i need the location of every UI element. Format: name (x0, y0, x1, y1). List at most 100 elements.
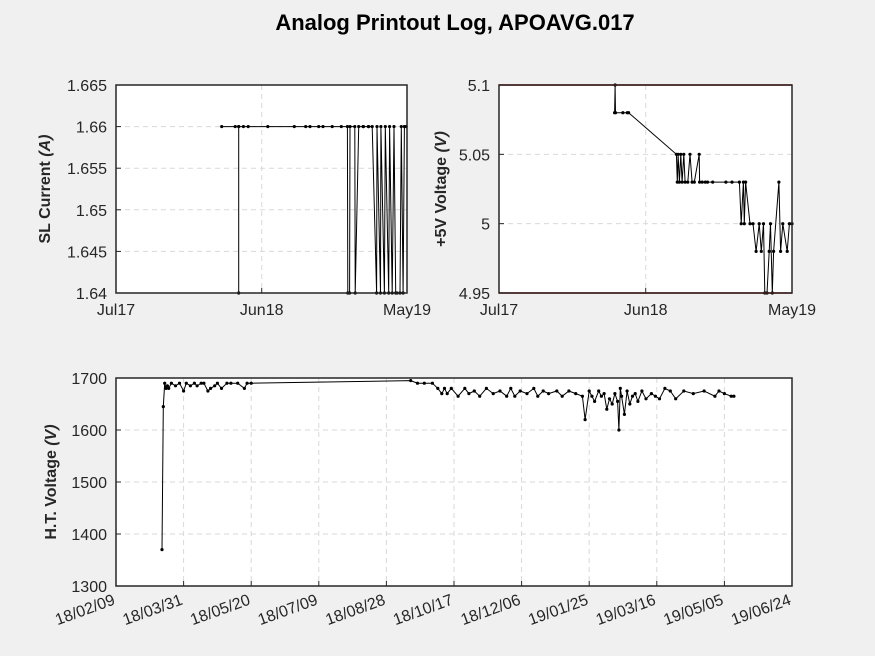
x-tick-label: 19/05/05 (661, 592, 725, 629)
data-point (767, 249, 771, 253)
y-axis-label: H.T. Voltage (V) (43, 424, 60, 539)
data-point (590, 394, 594, 398)
data-point (555, 389, 559, 393)
data-point (722, 392, 727, 396)
data-point (751, 222, 755, 226)
data-point (785, 249, 789, 253)
figure-title: Analog Printout Log, APOAVG.017 (275, 10, 634, 35)
data-point (163, 381, 167, 385)
x-tick-label: Jun18 (624, 302, 668, 319)
data-point (649, 392, 654, 396)
data-point (225, 381, 229, 385)
data-point (304, 125, 308, 129)
data-point (630, 394, 635, 398)
data-point (768, 222, 773, 226)
x-tick-label: 18/02/09 (53, 592, 117, 629)
data-point (513, 394, 517, 398)
data-point (229, 381, 233, 385)
data-point (436, 386, 440, 390)
data-point (536, 394, 540, 398)
data-point (409, 379, 413, 383)
data-point (518, 389, 522, 393)
y-tick-label: 1500 (71, 475, 107, 492)
y-axis-label-unit: (V) (433, 131, 450, 152)
y-tick-label: 5 (481, 217, 490, 234)
data-point (679, 152, 683, 156)
axes-ht-voltage: 18/02/09 18/03/31 18/05/20 18/07/09 18/08/28… (43, 371, 793, 629)
x-tick-label: 18/08/28 (323, 592, 387, 629)
y-axis-label-text: H.T. Voltage (43, 446, 60, 540)
data-point (686, 180, 690, 184)
data-point (184, 381, 188, 385)
data-point (422, 381, 426, 385)
y-tick-label: 1.665 (67, 78, 107, 95)
data-point (375, 125, 379, 129)
data-point (781, 222, 785, 226)
data-point (169, 381, 173, 385)
data-point (219, 386, 224, 390)
data-point (236, 381, 240, 385)
data-point (161, 405, 165, 409)
data-point (467, 392, 471, 396)
data-point (729, 394, 733, 398)
data-point (700, 180, 704, 184)
data-point (361, 125, 366, 129)
data-point (392, 125, 396, 129)
data-point (215, 381, 219, 385)
y-tick-label: 1700 (71, 371, 107, 388)
data-point (702, 389, 706, 393)
data-point (602, 392, 606, 396)
data-point (633, 392, 637, 396)
data-point (605, 407, 609, 411)
data-point (717, 389, 721, 393)
data-point (597, 389, 601, 393)
data-point (567, 389, 571, 393)
x-tick-label: 18/12/06 (459, 592, 523, 629)
data-point (697, 152, 701, 156)
data-point (787, 222, 792, 226)
data-point (164, 386, 168, 390)
data-point (177, 381, 182, 385)
data-point (698, 180, 702, 184)
data-point (618, 386, 622, 390)
x-tick-label: 19/01/25 (526, 592, 590, 629)
data-point (383, 125, 387, 129)
data-point (742, 222, 746, 226)
x-tick-label: 18/10/17 (391, 592, 455, 629)
data-point (440, 392, 444, 396)
data-point (547, 392, 551, 396)
y-tick-label: 5.05 (459, 147, 490, 164)
axes-sl-current: Jul17 Jun18 May19 1.64 1.645 1.65 1.655 1.66 1.6… (37, 78, 431, 319)
data-point (724, 180, 728, 184)
data-point (748, 222, 752, 226)
data-point (525, 392, 529, 396)
y-tick-label: 5.1 (468, 78, 490, 95)
data-point (682, 152, 686, 156)
data-point (683, 180, 687, 184)
data-point (617, 428, 621, 432)
data-point (560, 394, 564, 398)
data-point (167, 386, 171, 390)
data-point (625, 389, 629, 393)
y-tick-label: 1600 (71, 423, 107, 440)
data-point (379, 125, 383, 129)
data-point (182, 389, 186, 393)
data-point (246, 125, 250, 129)
y-tick-label: 1.64 (76, 286, 107, 303)
data-point (442, 386, 447, 390)
series-line (221, 126, 407, 294)
data-point (241, 125, 245, 129)
data-point (206, 389, 210, 393)
data-point (777, 180, 781, 184)
x-tick-label: 18/05/20 (188, 592, 252, 629)
data-point (754, 249, 758, 253)
data-point (607, 397, 612, 401)
data-point (237, 125, 241, 129)
data-point (593, 399, 597, 403)
data-point (192, 381, 196, 385)
y-tick-label: 1.645 (67, 244, 107, 261)
y-axis-label-unit: (A) (37, 134, 54, 156)
data-point (744, 180, 748, 184)
data-point (779, 249, 783, 253)
